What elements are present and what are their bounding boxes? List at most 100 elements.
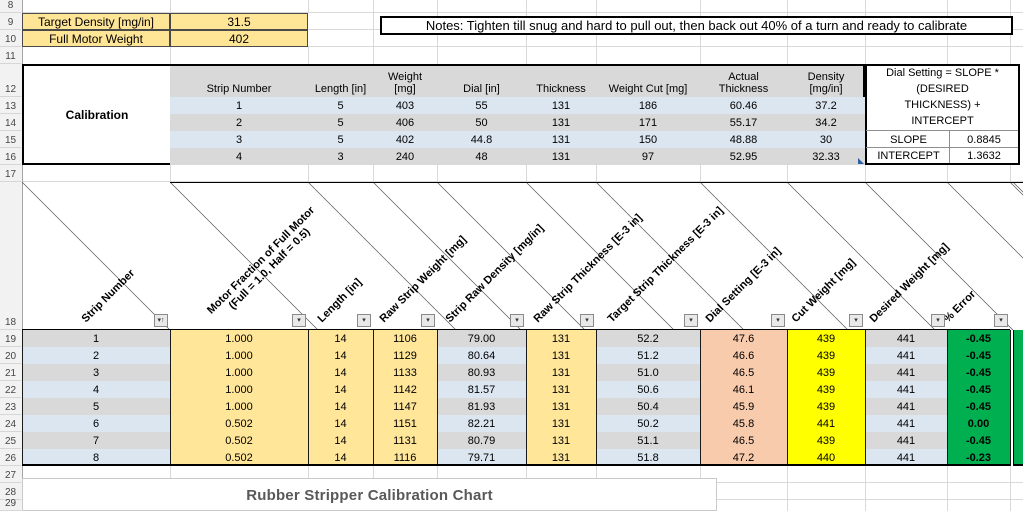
table-cell[interactable]: 439 xyxy=(787,347,865,364)
table-cell[interactable]: -0.45 xyxy=(947,330,1010,347)
calibration-cell[interactable]: 150 xyxy=(596,131,700,148)
calibration-cell[interactable]: 406 xyxy=(373,114,437,131)
table-cell[interactable]: 79.00 xyxy=(437,330,526,347)
row-header-cell[interactable]: 13 xyxy=(0,97,21,114)
table-cell[interactable]: 4 xyxy=(22,381,170,398)
row-header-cell[interactable]: 18 xyxy=(0,182,21,330)
table-cell[interactable]: 47.6 xyxy=(700,330,787,347)
filter-dropdown-icon[interactable]: ▾ xyxy=(931,314,945,327)
calibration-cell[interactable]: 402 xyxy=(373,131,437,148)
table-cell[interactable]: 14 xyxy=(308,330,373,347)
table-cell[interactable]: 131 xyxy=(526,432,596,449)
table-cell[interactable]: 0.502 xyxy=(170,449,308,466)
calibration-table-title[interactable]: Calibration xyxy=(22,64,170,165)
row-header-cell[interactable]: 12 xyxy=(0,64,21,97)
table-cell[interactable]: 46.5 xyxy=(700,432,787,449)
calibration-cell[interactable]: 171 xyxy=(596,114,700,131)
calibration-cell[interactable]: 97 xyxy=(596,148,700,165)
filter-dropdown-icon[interactable]: ▾ xyxy=(771,314,785,327)
calibration-cell[interactable]: 5 xyxy=(308,131,373,148)
table-cell[interactable]: 80.79 xyxy=(437,432,526,449)
table-cell[interactable]: 7 xyxy=(22,432,170,449)
table-cell[interactable]: 441 xyxy=(865,398,947,415)
calibration-cell[interactable]: 3 xyxy=(308,148,373,165)
calibration-header-cell[interactable]: Density [mg/in] xyxy=(807,71,845,95)
filter-dropdown-icon[interactable]: ▾ xyxy=(421,314,435,327)
row-header-cell[interactable]: 29 xyxy=(0,498,21,511)
table-cell[interactable]: 14 xyxy=(308,449,373,466)
filter-dropdown-icon[interactable]: ▾ xyxy=(849,314,863,327)
table-cell[interactable]: 52.2 xyxy=(596,330,700,347)
calibration-cell[interactable]: 32.33 xyxy=(787,148,865,165)
table-cell[interactable]: 0.502 xyxy=(170,415,308,432)
calibration-cell[interactable]: 34.2 xyxy=(787,114,865,131)
row-header-cell[interactable]: 21 xyxy=(0,364,21,381)
filter-dropdown-icon[interactable]: ▾ xyxy=(684,314,698,327)
row-header-cell[interactable]: 28 xyxy=(0,483,21,500)
table-cell[interactable]: 439 xyxy=(787,381,865,398)
table-cell[interactable]: 441 xyxy=(865,381,947,398)
table-cell[interactable]: 1.000 xyxy=(170,330,308,347)
table-cell[interactable]: 441 xyxy=(865,330,947,347)
table-cell[interactable]: 131 xyxy=(526,415,596,432)
calibration-header-cell[interactable]: Strip Number xyxy=(206,83,272,95)
table-cell[interactable]: 46.6 xyxy=(700,347,787,364)
row-header-cell[interactable]: 20 xyxy=(0,347,21,364)
table-cell[interactable]: 439 xyxy=(787,398,865,415)
table-cell[interactable]: 131 xyxy=(526,381,596,398)
table-cell[interactable]: 441 xyxy=(865,432,947,449)
table-cell[interactable]: 440 xyxy=(787,449,865,466)
slope-label[interactable]: SLOPE xyxy=(890,133,927,146)
table-cell[interactable]: 131 xyxy=(526,364,596,381)
intercept-value[interactable]: 1.3632 xyxy=(967,149,1001,162)
table-cell[interactable]: 51.2 xyxy=(596,347,700,364)
table-cell[interactable]: -0.45 xyxy=(947,347,1010,364)
calibration-cell[interactable]: 44.8 xyxy=(437,131,526,148)
calibration-cell[interactable]: 55.17 xyxy=(700,114,787,131)
filter-dropdown-icon[interactable]: ▾ xyxy=(292,314,306,327)
table-cell[interactable]: 80.93 xyxy=(437,364,526,381)
calibration-cell[interactable]: 30 xyxy=(787,131,865,148)
table-cell[interactable]: 14 xyxy=(308,364,373,381)
calibration-cell[interactable]: 52.95 xyxy=(700,148,787,165)
row-header-cell[interactable]: 10 xyxy=(0,30,21,47)
chart-object[interactable]: Rubber Stripper Calibration Chart xyxy=(22,478,717,511)
table-cell[interactable]: 0.00 xyxy=(947,415,1010,432)
table-cell[interactable]: 439 xyxy=(787,364,865,381)
row-header-cell[interactable]: 26 xyxy=(0,449,21,466)
calibration-cell[interactable]: 131 xyxy=(526,131,596,148)
calibration-cell[interactable]: 4 xyxy=(170,148,308,165)
calibration-cell[interactable]: 50 xyxy=(437,114,526,131)
table-cell[interactable]: 82.21 xyxy=(437,415,526,432)
table-cell[interactable]: -0.45 xyxy=(947,381,1010,398)
filter-dropdown-icon[interactable]: ▾ xyxy=(357,314,371,327)
intercept-label[interactable]: INTERCEPT xyxy=(877,149,940,162)
calibration-cell[interactable]: 48 xyxy=(437,148,526,165)
table-cell[interactable]: 441 xyxy=(865,364,947,381)
row-header-cell[interactable]: 8 xyxy=(0,0,21,13)
table-cell[interactable]: 46.5 xyxy=(700,364,787,381)
table-cell[interactable]: 45.8 xyxy=(700,415,787,432)
row-header-cell[interactable]: 17 xyxy=(0,165,21,182)
calibration-header-cell[interactable]: Actual Thickness xyxy=(718,71,769,95)
table-cell[interactable]: 2 xyxy=(22,347,170,364)
table-cell[interactable]: 131 xyxy=(526,398,596,415)
table-cell[interactable]: 14 xyxy=(308,415,373,432)
full-motor-weight-value[interactable]: 402 xyxy=(170,30,308,47)
calibration-header-cell[interactable]: Weight Cut [mg] xyxy=(608,83,688,95)
filter-dropdown-icon[interactable]: ▾ xyxy=(994,314,1008,327)
row-header-cell[interactable]: 23 xyxy=(0,398,21,415)
table-cell[interactable]: 1131 xyxy=(373,432,437,449)
table-cell[interactable]: 439 xyxy=(787,330,865,347)
notes-text-box[interactable]: Notes: Tighten till snug and hard to pul… xyxy=(380,16,1013,35)
calibration-cell[interactable]: 5 xyxy=(308,97,373,114)
table-cell[interactable]: -0.45 xyxy=(947,398,1010,415)
row-header-cell[interactable]: 11 xyxy=(0,47,21,64)
table-cell[interactable]: 131 xyxy=(526,330,596,347)
table-cell[interactable]: 0.502 xyxy=(170,432,308,449)
calibration-cell[interactable]: 5 xyxy=(308,114,373,131)
partial-green-column[interactable] xyxy=(1013,330,1023,466)
table-cell[interactable]: 1142 xyxy=(373,381,437,398)
table-cell[interactable]: 441 xyxy=(865,347,947,364)
sort-ascending-filter-icon[interactable]: ▾↑ xyxy=(154,314,168,327)
